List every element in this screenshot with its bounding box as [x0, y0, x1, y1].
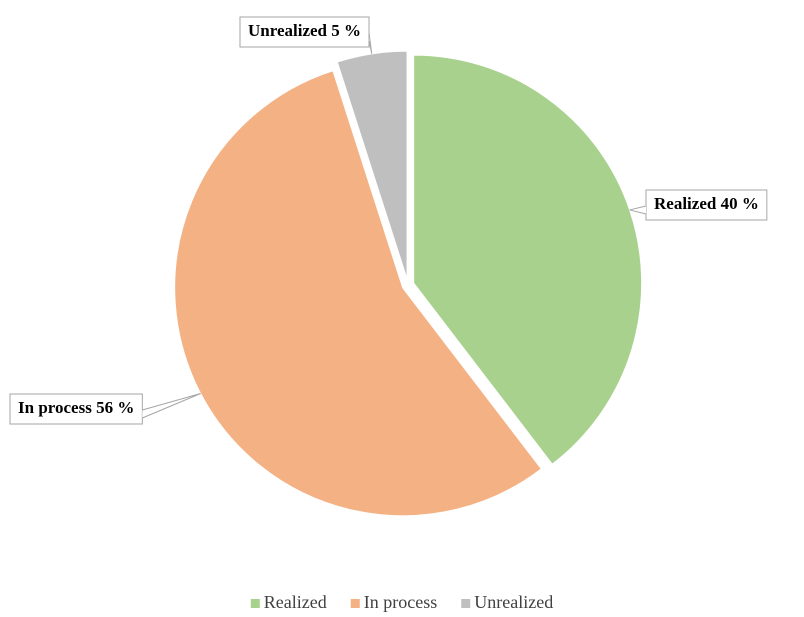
- data-label: In process 56 %: [18, 398, 134, 417]
- data-label-box: [645, 189, 768, 221]
- legend-label: In process: [364, 592, 437, 612]
- data-label-group: Realized 40 %: [629, 189, 768, 221]
- label-pointer: [629, 205, 647, 215]
- label-pointer: [368, 32, 373, 54]
- label-pointer: [142, 393, 201, 419]
- legend: Realized In process Unrealized: [250, 592, 553, 612]
- data-label-box: [239, 16, 370, 48]
- data-label: Unrealized 5 %: [248, 21, 361, 40]
- legend-label: Unrealized: [474, 592, 553, 612]
- data-label-group: Unrealized 5 %: [239, 16, 373, 54]
- data-label: Realized 40 %: [654, 194, 759, 213]
- legend-swatch: [250, 599, 260, 608]
- data-label-group: In process 56 %: [9, 393, 201, 425]
- data-label-box: [9, 393, 143, 425]
- legend-label: Realized: [264, 592, 327, 612]
- legend-swatch: [461, 599, 471, 608]
- legend-swatch: [350, 599, 360, 608]
